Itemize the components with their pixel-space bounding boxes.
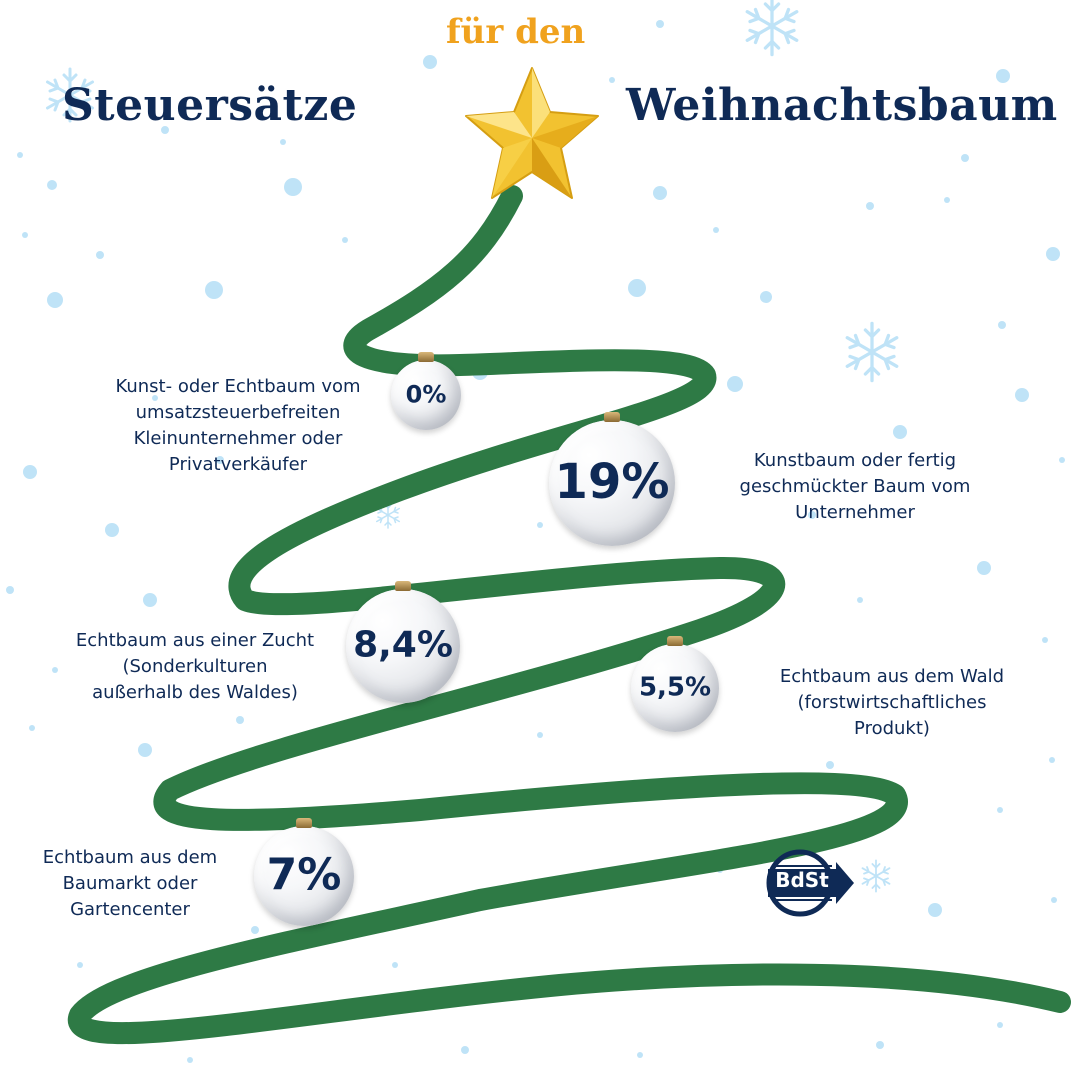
- christmas-ball-icon: 5,5%: [631, 636, 719, 732]
- snow-dot: [96, 251, 104, 259]
- snow-dot: [461, 1046, 469, 1054]
- snow-dot: [808, 511, 816, 519]
- snow-dot: [760, 291, 772, 303]
- snow-dot: [997, 807, 1003, 813]
- star-icon: [465, 67, 599, 199]
- snow-dot: [22, 232, 28, 238]
- snow-dot: [628, 279, 646, 297]
- bdst-logo-icon: [766, 849, 854, 917]
- snow-dot: [637, 1052, 643, 1058]
- snow-dot: [423, 55, 437, 69]
- description-5-5: Echtbaum aus dem Wald (forstwirtschaftli…: [779, 666, 1005, 739]
- snow-dot: [1051, 897, 1057, 903]
- snow-dot: [996, 69, 1010, 83]
- snow-dot: [47, 292, 63, 308]
- description-0: Kunst- oder Echtbaum vom umsatzsteuerbef…: [115, 376, 361, 475]
- snow-dot: [609, 77, 615, 83]
- snow-dot: [537, 732, 543, 738]
- rate-8-4: 8,4%: [353, 624, 453, 666]
- snow-dot: [893, 425, 907, 439]
- snow-dots: [6, 20, 1065, 1063]
- snow-dot: [280, 139, 286, 145]
- snow-dot: [251, 926, 259, 934]
- description-19: Kunstbaum oder fertig geschmückter Baum …: [739, 450, 971, 523]
- snow-dot: [152, 395, 158, 401]
- snow-dot: [77, 962, 83, 968]
- description-7: Echtbaum aus dem Baumarkt oder Gartencen…: [42, 847, 218, 920]
- snow-dot: [236, 716, 244, 724]
- snow-dot: [47, 180, 57, 190]
- snow-dot: [52, 667, 58, 673]
- christmas-ball-icon: 8,4%: [346, 581, 460, 703]
- snow-dot: [977, 561, 991, 575]
- snow-dot: [866, 202, 874, 210]
- snow-dot: [216, 456, 224, 464]
- snow-dot: [1059, 457, 1065, 463]
- snow-dot: [6, 586, 14, 594]
- rate-19: 19%: [554, 453, 670, 510]
- christmas-ball-icon: 19%: [549, 412, 675, 546]
- tree-spiral: [68, 185, 1071, 1045]
- snow-dot: [656, 20, 664, 28]
- snow-dot: [537, 522, 543, 528]
- snow-dot: [187, 1057, 193, 1063]
- snow-dot: [713, 227, 719, 233]
- snow-dot: [17, 152, 23, 158]
- snow-dot: [857, 597, 863, 603]
- title-left: Steuersätze: [62, 80, 358, 131]
- christmas-ball-icon: 7%: [254, 818, 354, 926]
- snow-dot: [284, 178, 302, 196]
- snow-dot: [1049, 757, 1055, 763]
- snow-dot: [928, 903, 942, 917]
- snow-dot: [653, 186, 667, 200]
- snow-dot: [1042, 637, 1048, 643]
- snow-dot: [826, 761, 834, 769]
- snow-dot: [342, 237, 348, 243]
- snow-dot: [392, 962, 398, 968]
- snow-dot: [143, 593, 157, 607]
- snow-dot: [727, 376, 743, 392]
- snow-dot: [944, 197, 950, 203]
- snow-dot: [1046, 247, 1060, 261]
- snow-dot: [1015, 388, 1029, 402]
- snow-dot: [998, 321, 1006, 329]
- snow-dot: [105, 523, 119, 537]
- snow-dot: [29, 725, 35, 731]
- logo-text: BdSt: [775, 868, 829, 892]
- snow-dot: [205, 281, 223, 299]
- rate-7: 7%: [266, 849, 342, 901]
- snow-dot: [138, 743, 152, 757]
- rate-0: 0%: [405, 380, 447, 409]
- snow-dot: [961, 154, 969, 162]
- description-8-4: Echtbaum aus einer Zucht (Sonderkulturen…: [75, 630, 315, 703]
- snow-dot: [161, 126, 169, 134]
- snow-dot: [23, 465, 37, 479]
- title-right: Weihnachtsbaum: [626, 80, 1058, 131]
- rate-5-5: 5,5%: [638, 672, 712, 703]
- snow-dot: [876, 1041, 884, 1049]
- snow-dot: [997, 1022, 1003, 1028]
- title-middle: für den: [446, 12, 586, 52]
- christmas-ball-icon: 0%: [391, 352, 461, 430]
